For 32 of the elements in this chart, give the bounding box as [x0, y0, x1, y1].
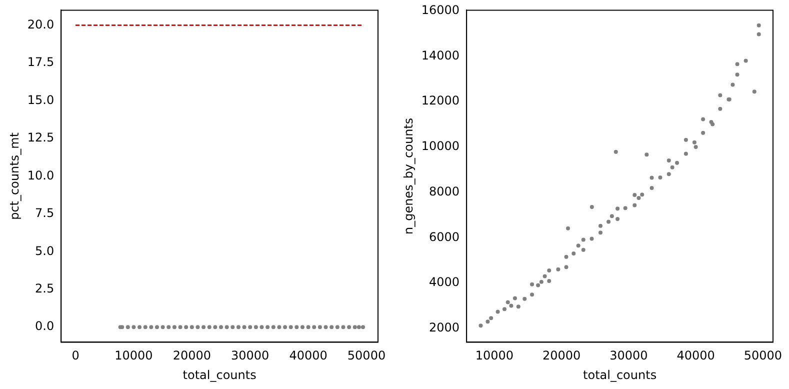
y-axis-title: n_genes_by_counts [401, 118, 416, 235]
x-axis-title: total_counts [583, 368, 657, 382]
x-tick-label: 50000 [347, 348, 386, 363]
y-tick-label: 6000 [429, 230, 460, 244]
x-tick-label: 40000 [289, 348, 328, 363]
x-tick-label: 10000 [114, 348, 153, 363]
y-tick-label: 15.0 [27, 92, 54, 107]
x-tick-label: 30000 [231, 348, 270, 363]
y-tick-label: 0.0 [35, 319, 54, 334]
y-tick-label: 5.0 [35, 244, 54, 258]
x-tick-label: 40000 [676, 348, 715, 363]
y-tick-label: 16000 [421, 3, 460, 18]
x-tick-label: 20000 [542, 348, 581, 363]
x-axis-title: total_counts [182, 368, 256, 382]
y-tick-label: 17.5 [27, 55, 54, 70]
y-tick-label: 4000 [429, 275, 460, 290]
y-tick-label: 2000 [429, 320, 460, 334]
y-tick-label: 2.5 [35, 282, 54, 296]
x-tick-label: 30000 [610, 348, 648, 363]
y-axis-title: pct_counts_mt [7, 132, 22, 220]
y-tick-label: 8000 [429, 184, 460, 198]
y-tick-label: 12.5 [27, 130, 54, 145]
x-tick-label: 20000 [172, 348, 212, 363]
x-tick-label: 0 [72, 348, 80, 363]
y-tick-label: 10.0 [27, 168, 54, 182]
y-tick-label: 12000 [421, 94, 460, 108]
y-tick-label: 10000 [421, 139, 460, 154]
x-tick-label: 50000 [744, 348, 782, 363]
y-tick-label: 20.0 [27, 17, 54, 32]
y-tick-label: 7.5 [35, 206, 54, 220]
x-tick-label: 10000 [475, 348, 514, 363]
y-tick-label: 14000 [421, 48, 460, 62]
